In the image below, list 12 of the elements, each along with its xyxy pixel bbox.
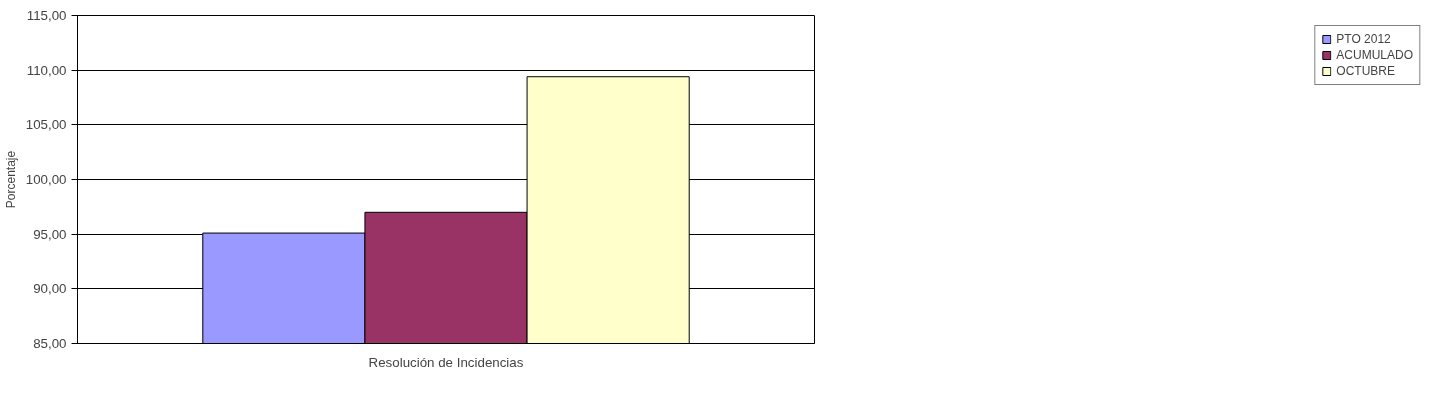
y-tick-label: 115,00 <box>26 8 67 23</box>
y-tick-label: 100,00 <box>25 172 67 187</box>
y-tick-label: 95,00 <box>33 226 67 242</box>
legend-label: ACUMULADO <box>1336 48 1413 62</box>
legend-label: OCTUBRE <box>1336 64 1395 78</box>
x-tick-label: Resolución de Incidencias <box>368 354 524 370</box>
y-tick-label: 105,00 <box>25 117 67 133</box>
y-tick-label: 110,00 <box>26 62 67 78</box>
y-axis-title: Porcentaje <box>3 150 18 209</box>
legend-label: PTO 2012 <box>1336 32 1391 46</box>
y-tick-label: 85,00 <box>33 336 67 351</box>
y-tick-label: 90,00 <box>33 281 67 297</box>
